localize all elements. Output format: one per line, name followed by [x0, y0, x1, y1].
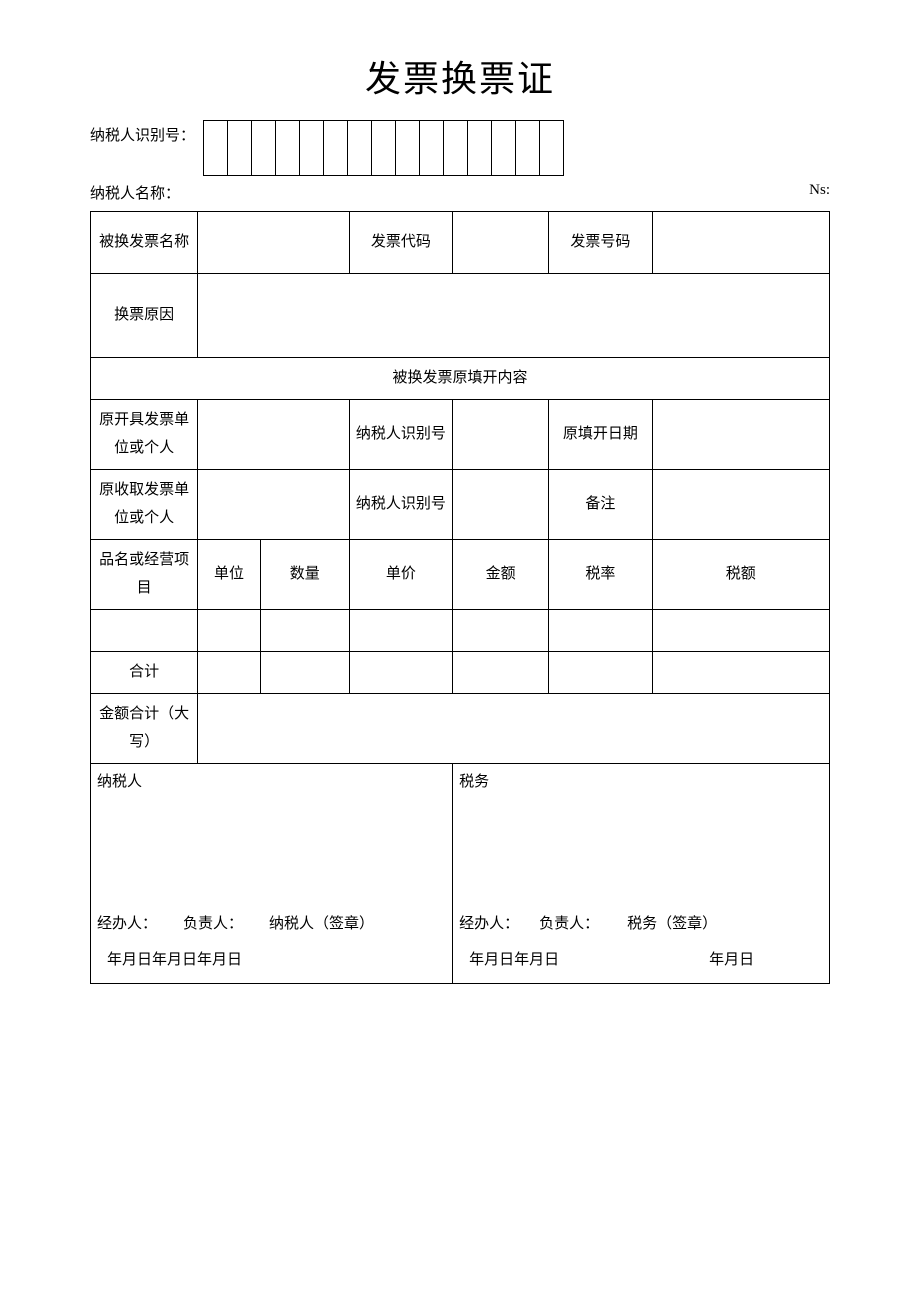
original-receiver-id-label: 纳税人识别号: [349, 469, 452, 539]
total-cell: [652, 651, 829, 693]
id-box-cell: [203, 120, 228, 176]
total-cell: [349, 651, 452, 693]
taxpayer-name-row: 纳税人名称： Ns:: [90, 182, 830, 203]
total-label: 合计: [91, 651, 198, 693]
sig-left-header: 纳税人: [97, 768, 446, 797]
data-row: [260, 609, 349, 651]
page-title: 发票换票证: [90, 50, 830, 102]
col-unit: 单位: [198, 539, 261, 609]
id-box-cell: [347, 120, 372, 176]
id-box-cell: [251, 120, 276, 176]
col-tax-amount: 税额: [652, 539, 829, 609]
original-issuer-id-label: 纳税人识别号: [349, 399, 452, 469]
id-box-cell: [443, 120, 468, 176]
original-issuer-id-value: [453, 399, 549, 469]
sig-right-dates2: 年月日: [709, 945, 754, 975]
id-box-cell: [395, 120, 420, 176]
replaced-invoice-name-value: [198, 212, 349, 274]
remark-value: [652, 469, 829, 539]
total-cell: [260, 651, 349, 693]
taxpayer-id-row: 纳税人识别号：: [90, 120, 830, 176]
tax-signature-cell: 税务 经办人： 负责人： 税务（签章） 年月日年月日 年月日: [453, 763, 830, 983]
replaced-invoice-name-label: 被换发票名称: [91, 212, 198, 274]
data-row: [198, 609, 261, 651]
invoice-code-label: 发票代码: [349, 212, 452, 274]
sig-left-stamp: 纳税人（签章）: [269, 909, 374, 939]
taxpayer-signature-cell: 纳税人 经办人： 负责人： 纳税人（签章） 年月日年月日年月日: [91, 763, 453, 983]
invoice-number-label: 发票号码: [549, 212, 652, 274]
reason-value: [198, 274, 830, 358]
total-cell: [453, 651, 549, 693]
total-cn-label: 金额合计（大写）: [91, 693, 198, 763]
original-receiver-id-value: [453, 469, 549, 539]
original-content-header: 被换发票原填开内容: [91, 358, 830, 400]
id-box-cell: [323, 120, 348, 176]
id-box-cell: [227, 120, 252, 176]
original-date-value: [652, 399, 829, 469]
data-row: [549, 609, 652, 651]
main-table: 被换发票名称 发票代码 发票号码 换票原因 被换发票原填开内容 原开具发票单位或…: [90, 211, 830, 984]
col-amount: 金额: [453, 539, 549, 609]
original-date-label: 原填开日期: [549, 399, 652, 469]
data-row: [349, 609, 452, 651]
sig-right-principal: 负责人：: [539, 909, 599, 939]
remark-label: 备注: [549, 469, 652, 539]
col-tax-rate: 税率: [549, 539, 652, 609]
total-cn-value: [198, 693, 830, 763]
id-box-cell: [275, 120, 300, 176]
id-box-cell: [371, 120, 396, 176]
id-box-cell: [299, 120, 324, 176]
id-box-cell: [491, 120, 516, 176]
sig-right-handler: 经办人：: [459, 909, 519, 939]
ns-label: Ns:: [809, 182, 830, 203]
id-box-cell: [419, 120, 444, 176]
taxpayer-id-label: 纳税人识别号：: [90, 120, 195, 145]
taxpayer-name-label: 纳税人名称：: [90, 182, 180, 203]
sig-left-dates: 年月日年月日年月日: [97, 945, 446, 975]
sig-right-dates1: 年月日年月日: [469, 945, 559, 975]
col-item: 品名或经营项目: [91, 539, 198, 609]
col-qty: 数量: [260, 539, 349, 609]
data-row: [91, 609, 198, 651]
invoice-code-value: [453, 212, 549, 274]
original-issuer-value: [198, 399, 349, 469]
taxpayer-id-boxes: [203, 120, 564, 176]
id-box-cell: [467, 120, 492, 176]
original-receiver-label: 原收取发票单位或个人: [91, 469, 198, 539]
sig-left-principal: 负责人：: [183, 909, 243, 939]
data-row: [453, 609, 549, 651]
sig-right-header: 税务: [459, 768, 823, 797]
sig-right-stamp: 税务（签章）: [627, 909, 717, 939]
original-issuer-label: 原开具发票单位或个人: [91, 399, 198, 469]
sig-left-handler: 经办人：: [97, 909, 157, 939]
invoice-number-value: [652, 212, 829, 274]
total-cell: [198, 651, 261, 693]
total-cell: [549, 651, 652, 693]
id-box-cell: [515, 120, 540, 176]
original-receiver-value: [198, 469, 349, 539]
col-price: 单价: [349, 539, 452, 609]
id-box-cell: [539, 120, 564, 176]
data-row: [652, 609, 829, 651]
reason-label: 换票原因: [91, 274, 198, 358]
